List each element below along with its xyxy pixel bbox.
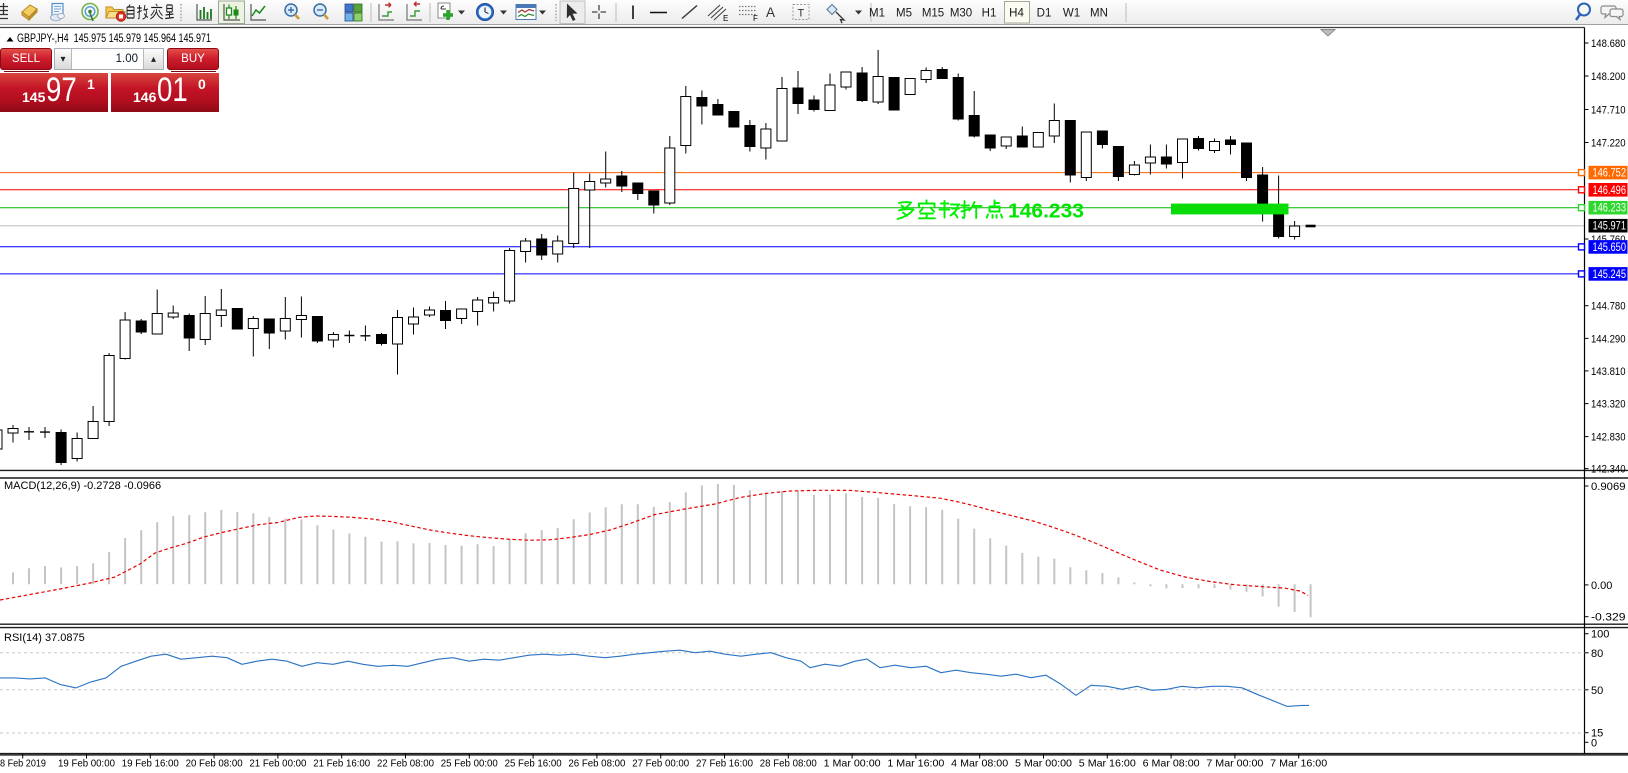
svg-text:145.650: 145.650 bbox=[1593, 242, 1627, 254]
svg-text:6 Mar 08:00: 6 Mar 08:00 bbox=[1143, 758, 1200, 770]
svg-text:1 Mar 00:00: 1 Mar 00:00 bbox=[824, 758, 881, 770]
svg-text:146.233: 146.233 bbox=[1593, 203, 1627, 215]
svg-text:147.710: 147.710 bbox=[1591, 105, 1626, 117]
svg-text:145.245: 145.245 bbox=[1593, 269, 1627, 281]
svg-text:M5: M5 bbox=[896, 8, 912, 20]
svg-text:143.810: 143.810 bbox=[1591, 366, 1626, 378]
svg-text:T: T bbox=[798, 8, 805, 20]
svg-text:0.9069: 0.9069 bbox=[1591, 481, 1626, 493]
svg-text:27 Feb 16:00: 27 Feb 16:00 bbox=[696, 758, 753, 770]
svg-text:19 Feb 16:00: 19 Feb 16:00 bbox=[122, 758, 179, 770]
svg-text:148.680: 148.680 bbox=[1591, 38, 1626, 50]
svg-text:144.290: 144.290 bbox=[1591, 333, 1626, 345]
svg-text:8 Feb 2019: 8 Feb 2019 bbox=[0, 758, 46, 770]
svg-text:144.780: 144.780 bbox=[1591, 301, 1626, 313]
svg-text:142.830: 142.830 bbox=[1591, 432, 1626, 444]
svg-text:A: A bbox=[766, 5, 775, 20]
svg-text:0.00: 0.00 bbox=[1591, 580, 1612, 592]
svg-text:20 Feb 08:00: 20 Feb 08:00 bbox=[186, 758, 243, 770]
svg-text:5 Mar 16:00: 5 Mar 16:00 bbox=[1079, 758, 1136, 770]
svg-text:F: F bbox=[753, 14, 758, 23]
svg-text:21 Feb 16:00: 21 Feb 16:00 bbox=[313, 758, 370, 770]
svg-text:142.340: 142.340 bbox=[1591, 464, 1626, 476]
svg-text:E: E bbox=[723, 14, 728, 23]
svg-text:-0.329: -0.329 bbox=[1591, 612, 1626, 624]
svg-text:7 Mar 00:00: 7 Mar 00:00 bbox=[1206, 758, 1263, 770]
svg-text:50: 50 bbox=[1591, 685, 1603, 697]
svg-text:25 Feb 00:00: 25 Feb 00:00 bbox=[441, 758, 498, 770]
svg-text:15: 15 bbox=[1591, 728, 1603, 740]
svg-text:145.971: 145.971 bbox=[1593, 221, 1627, 233]
svg-text:100: 100 bbox=[1591, 629, 1609, 641]
svg-text:146.752: 146.752 bbox=[1593, 168, 1627, 180]
svg-text:7 Mar 16:00: 7 Mar 16:00 bbox=[1270, 758, 1327, 770]
svg-text:W1: W1 bbox=[1063, 8, 1080, 20]
svg-text:146.496: 146.496 bbox=[1593, 185, 1627, 197]
svg-text:146.233: 146.233 bbox=[1008, 201, 1084, 223]
svg-text:21 Feb 00:00: 21 Feb 00:00 bbox=[249, 758, 306, 770]
svg-text:M30: M30 bbox=[950, 8, 972, 20]
svg-text:H4: H4 bbox=[1009, 8, 1024, 20]
svg-text:MACD(12,26,9) -0.2728 -0.0966: MACD(12,26,9) -0.2728 -0.0966 bbox=[4, 480, 161, 492]
svg-text:MN: MN bbox=[1090, 8, 1108, 20]
svg-text:0: 0 bbox=[1591, 737, 1597, 749]
svg-text:M1: M1 bbox=[869, 8, 885, 20]
svg-text:H1: H1 bbox=[982, 8, 997, 20]
svg-text:80: 80 bbox=[1591, 648, 1603, 660]
svg-text:D1: D1 bbox=[1037, 8, 1052, 20]
svg-text:25 Feb 16:00: 25 Feb 16:00 bbox=[505, 758, 562, 770]
svg-text:27 Feb 00:00: 27 Feb 00:00 bbox=[632, 758, 689, 770]
svg-text:GBPJPY-,H4 145.975 145.979 14: GBPJPY-,H4 145.975 145.979 145.964 145.9… bbox=[17, 33, 211, 45]
svg-text:147.220: 147.220 bbox=[1591, 138, 1626, 150]
svg-text:22 Feb 08:00: 22 Feb 08:00 bbox=[377, 758, 434, 770]
svg-text:148.200: 148.200 bbox=[1591, 71, 1626, 83]
svg-text:26 Feb 08:00: 26 Feb 08:00 bbox=[568, 758, 625, 770]
svg-text:5 Mar 00:00: 5 Mar 00:00 bbox=[1015, 758, 1072, 770]
svg-text:4 Mar 08:00: 4 Mar 08:00 bbox=[951, 758, 1008, 770]
svg-text:143.320: 143.320 bbox=[1591, 399, 1626, 411]
svg-text:28 Feb 08:00: 28 Feb 08:00 bbox=[760, 758, 817, 770]
svg-text:19 Feb 00:00: 19 Feb 00:00 bbox=[58, 758, 115, 770]
svg-text:M15: M15 bbox=[922, 8, 944, 20]
svg-text:RSI(14) 37.0875: RSI(14) 37.0875 bbox=[4, 632, 85, 644]
svg-text:1 Mar 16:00: 1 Mar 16:00 bbox=[887, 758, 944, 770]
